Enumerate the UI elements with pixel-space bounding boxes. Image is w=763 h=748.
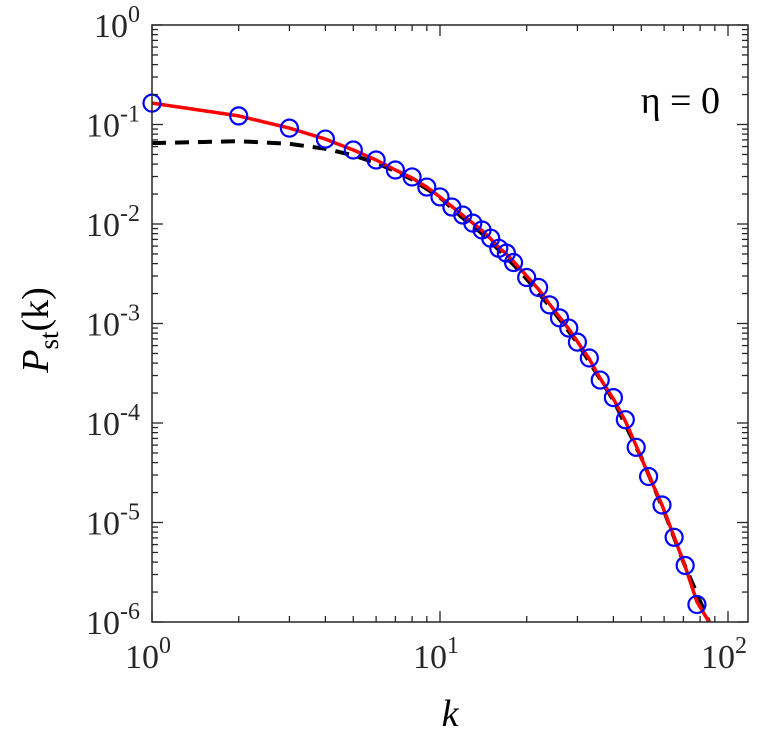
data-point-marker xyxy=(366,150,386,170)
series-solid-line xyxy=(152,101,711,622)
y-tick-label: 10-1 xyxy=(86,102,140,145)
x-tick-label: 100 xyxy=(125,633,171,676)
svg-text:Pst(k): Pst(k) xyxy=(15,287,64,374)
axes: 100 101 102 100 10-1 10-2 10-3 10-4 10-5 10-6 xyxy=(86,2,749,676)
series-dashed-line xyxy=(152,139,711,622)
data-point-marker xyxy=(539,295,560,315)
plot-area xyxy=(142,93,711,622)
data-point-marker xyxy=(579,348,599,368)
data-point-marker xyxy=(402,167,422,187)
y-axis-label: Pst(k) xyxy=(15,287,64,374)
data-point-marker xyxy=(559,318,579,338)
y-tick-label: 10-2 xyxy=(86,201,140,244)
y-tick-label: 100 xyxy=(94,2,140,45)
y-tick-label: 10-5 xyxy=(86,500,140,543)
x-tick-label: 101 xyxy=(413,633,459,676)
data-point-marker xyxy=(503,252,524,273)
data-point-marker xyxy=(279,118,300,138)
data-point-marker xyxy=(603,388,623,408)
data-point-marker xyxy=(417,177,437,197)
annotation-eta: η = 0 xyxy=(641,80,720,122)
data-point-marker xyxy=(687,594,707,615)
data-point-marker xyxy=(652,495,672,515)
data-point-marker xyxy=(430,187,450,207)
data-point-marker xyxy=(675,555,695,576)
data-point-marker xyxy=(385,160,405,180)
data-point-marker xyxy=(590,370,610,390)
data-point-marker xyxy=(315,129,335,149)
data-point-marker xyxy=(567,332,588,352)
y-tick-label: 10-3 xyxy=(86,301,140,344)
data-point-marker xyxy=(615,410,635,430)
data-point-marker xyxy=(529,277,549,298)
x-tick-label: 102 xyxy=(701,633,747,676)
y-tick-label: 10-6 xyxy=(86,599,140,642)
data-point-marker xyxy=(626,437,646,457)
data-point-marker xyxy=(638,466,659,487)
data-point-marker xyxy=(664,527,684,547)
data-point-marker xyxy=(229,106,249,126)
data-point-marker xyxy=(517,267,537,288)
y-label-sub: st xyxy=(34,331,64,350)
x-axis-label: k xyxy=(442,693,460,735)
data-point-marker xyxy=(343,140,363,160)
y-label-arg: (k) xyxy=(15,287,57,331)
y-label-main: P xyxy=(15,350,57,374)
y-tick-label: 10-4 xyxy=(86,400,140,443)
